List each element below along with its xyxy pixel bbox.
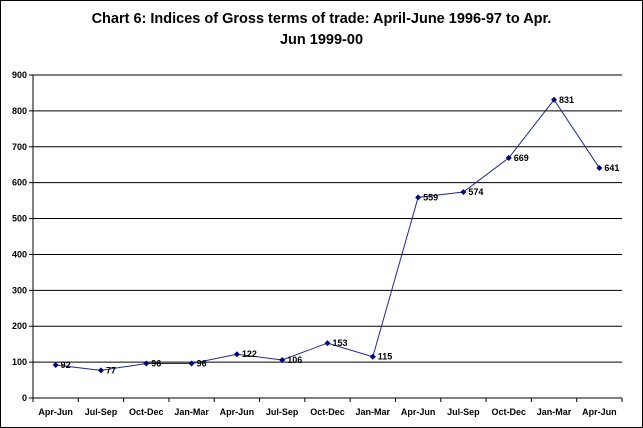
x-tick-label: Oct-Dec <box>491 407 526 417</box>
x-tick-label: Jan-Mar <box>537 407 572 417</box>
data-label: 641 <box>604 163 619 173</box>
data-point <box>97 367 104 374</box>
chart-title-line-2: Jun 1999-00 <box>279 32 364 48</box>
x-tick-label: Jul-Sep <box>85 407 118 417</box>
x-tick-label: Apr-Jun <box>582 407 617 417</box>
data-point <box>369 353 376 360</box>
x-tick-label: Jan-Mar <box>356 407 391 417</box>
data-point <box>52 361 59 368</box>
x-tick-label: Jul-Sep <box>266 407 299 417</box>
data-point <box>188 360 195 367</box>
data-label: 92 <box>61 360 71 370</box>
data-point <box>415 194 422 201</box>
x-tick-label: Jul-Sep <box>447 407 480 417</box>
y-tick-label: 900 <box>12 70 27 80</box>
x-tick-label: Oct-Dec <box>129 407 164 417</box>
y-tick-label: 800 <box>12 106 27 116</box>
data-point <box>551 96 558 103</box>
series-line <box>55 98 600 371</box>
data-label: 831 <box>559 95 574 105</box>
x-tick-label: Apr-Jun <box>401 407 436 417</box>
data-label: 115 <box>378 352 393 362</box>
data-label: 96 <box>197 359 207 369</box>
x-tick-label: Apr-Jun <box>38 407 73 417</box>
y-tick-label: 500 <box>12 214 27 224</box>
data-point <box>233 351 240 358</box>
data-label: 669 <box>514 153 529 163</box>
data-point <box>279 356 286 363</box>
data-label: 96 <box>151 359 161 369</box>
x-tick-label: Jan-Mar <box>174 407 209 417</box>
data-label: 106 <box>287 355 302 365</box>
x-tick-label: Apr-Jun <box>220 407 255 417</box>
chart-title: Chart 6: Indices of Gross terms of trade… <box>1 9 642 51</box>
data-point <box>596 164 603 171</box>
y-tick-label: 200 <box>12 321 27 331</box>
data-point <box>324 340 331 347</box>
data-label: 77 <box>106 365 116 375</box>
y-tick-label: 100 <box>12 357 27 367</box>
data-label: 574 <box>468 187 483 197</box>
y-tick-label: 0 <box>22 393 27 403</box>
y-tick-label: 700 <box>12 142 27 152</box>
y-tick-label: 400 <box>12 249 27 259</box>
data-point <box>505 154 512 161</box>
chart-title-line-1: Chart 6: Indices of Gross terms of trade… <box>91 11 552 27</box>
data-label: 122 <box>242 349 257 359</box>
data-point <box>143 360 150 367</box>
data-label: 153 <box>333 338 348 348</box>
x-tick-label: Oct-Dec <box>310 407 345 417</box>
y-tick-label: 600 <box>12 178 27 188</box>
data-label: 559 <box>423 192 438 202</box>
data-point <box>460 188 467 195</box>
y-tick-label: 300 <box>12 285 27 295</box>
